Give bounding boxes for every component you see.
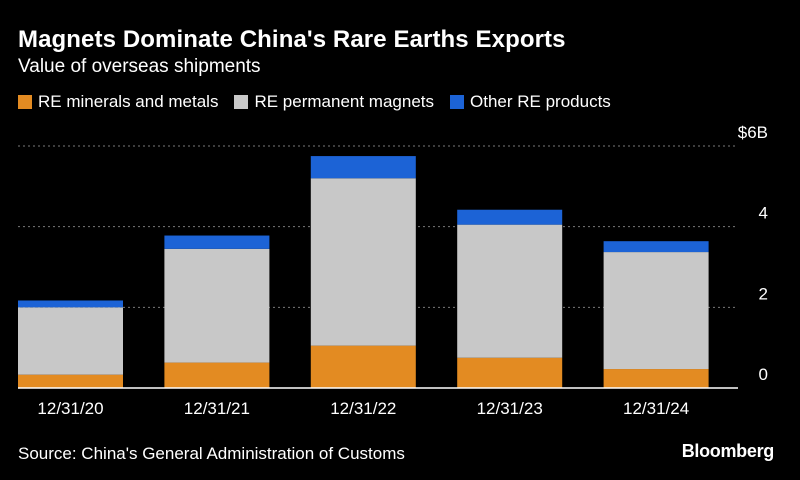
x-tick-label: 12/31/20 xyxy=(37,399,103,418)
bar-segment xyxy=(164,362,270,388)
legend-swatch-minerals xyxy=(18,95,32,109)
x-tick-label: 12/31/24 xyxy=(623,399,689,418)
x-tick-label: 12/31/21 xyxy=(184,399,250,418)
bar-segment xyxy=(164,235,270,249)
x-tick-label: 12/31/23 xyxy=(477,399,543,418)
bar-segment xyxy=(18,300,123,308)
bar-segment xyxy=(603,252,709,370)
bar-segment xyxy=(310,178,416,346)
legend-swatch-magnets xyxy=(234,95,249,109)
source-note: Source: China's General Administration o… xyxy=(18,444,405,463)
x-tick-label: 12/31/22 xyxy=(330,399,396,418)
bar-segment xyxy=(457,357,563,388)
bar-segment xyxy=(310,345,416,388)
y-tick-label: 2 xyxy=(759,284,768,303)
legend: RE minerals and metals RE permanent magn… xyxy=(18,92,627,112)
legend-label-other: Other RE products xyxy=(470,92,611,111)
bar-segment xyxy=(18,307,123,375)
legend-label-magnets: RE permanent magnets xyxy=(254,92,435,111)
chart-subtitle: Value of overseas shipments xyxy=(18,56,261,77)
y-tick-label: 0 xyxy=(759,365,768,384)
legend-label-minerals: RE minerals and metals xyxy=(38,92,219,111)
y-tick-label: $6B xyxy=(738,123,768,142)
y-tick-label: 4 xyxy=(759,204,768,223)
chart-title: Magnets Dominate China's Rare Earths Exp… xyxy=(18,26,566,53)
legend-item-other: Other RE products xyxy=(450,92,611,112)
bar-segment xyxy=(164,248,270,363)
bar-segment xyxy=(457,224,563,358)
bloomberg-logo: Bloomberg xyxy=(681,441,775,461)
bar-segment xyxy=(457,209,563,225)
legend-swatch-other xyxy=(450,95,465,109)
bar-segment xyxy=(603,241,709,253)
bar-segment xyxy=(18,374,123,388)
bar-segment xyxy=(603,369,709,388)
legend-item-minerals: RE minerals and metals xyxy=(18,92,218,112)
legend-item-magnets: RE permanent magnets xyxy=(234,92,434,112)
bar-segment xyxy=(310,156,416,179)
